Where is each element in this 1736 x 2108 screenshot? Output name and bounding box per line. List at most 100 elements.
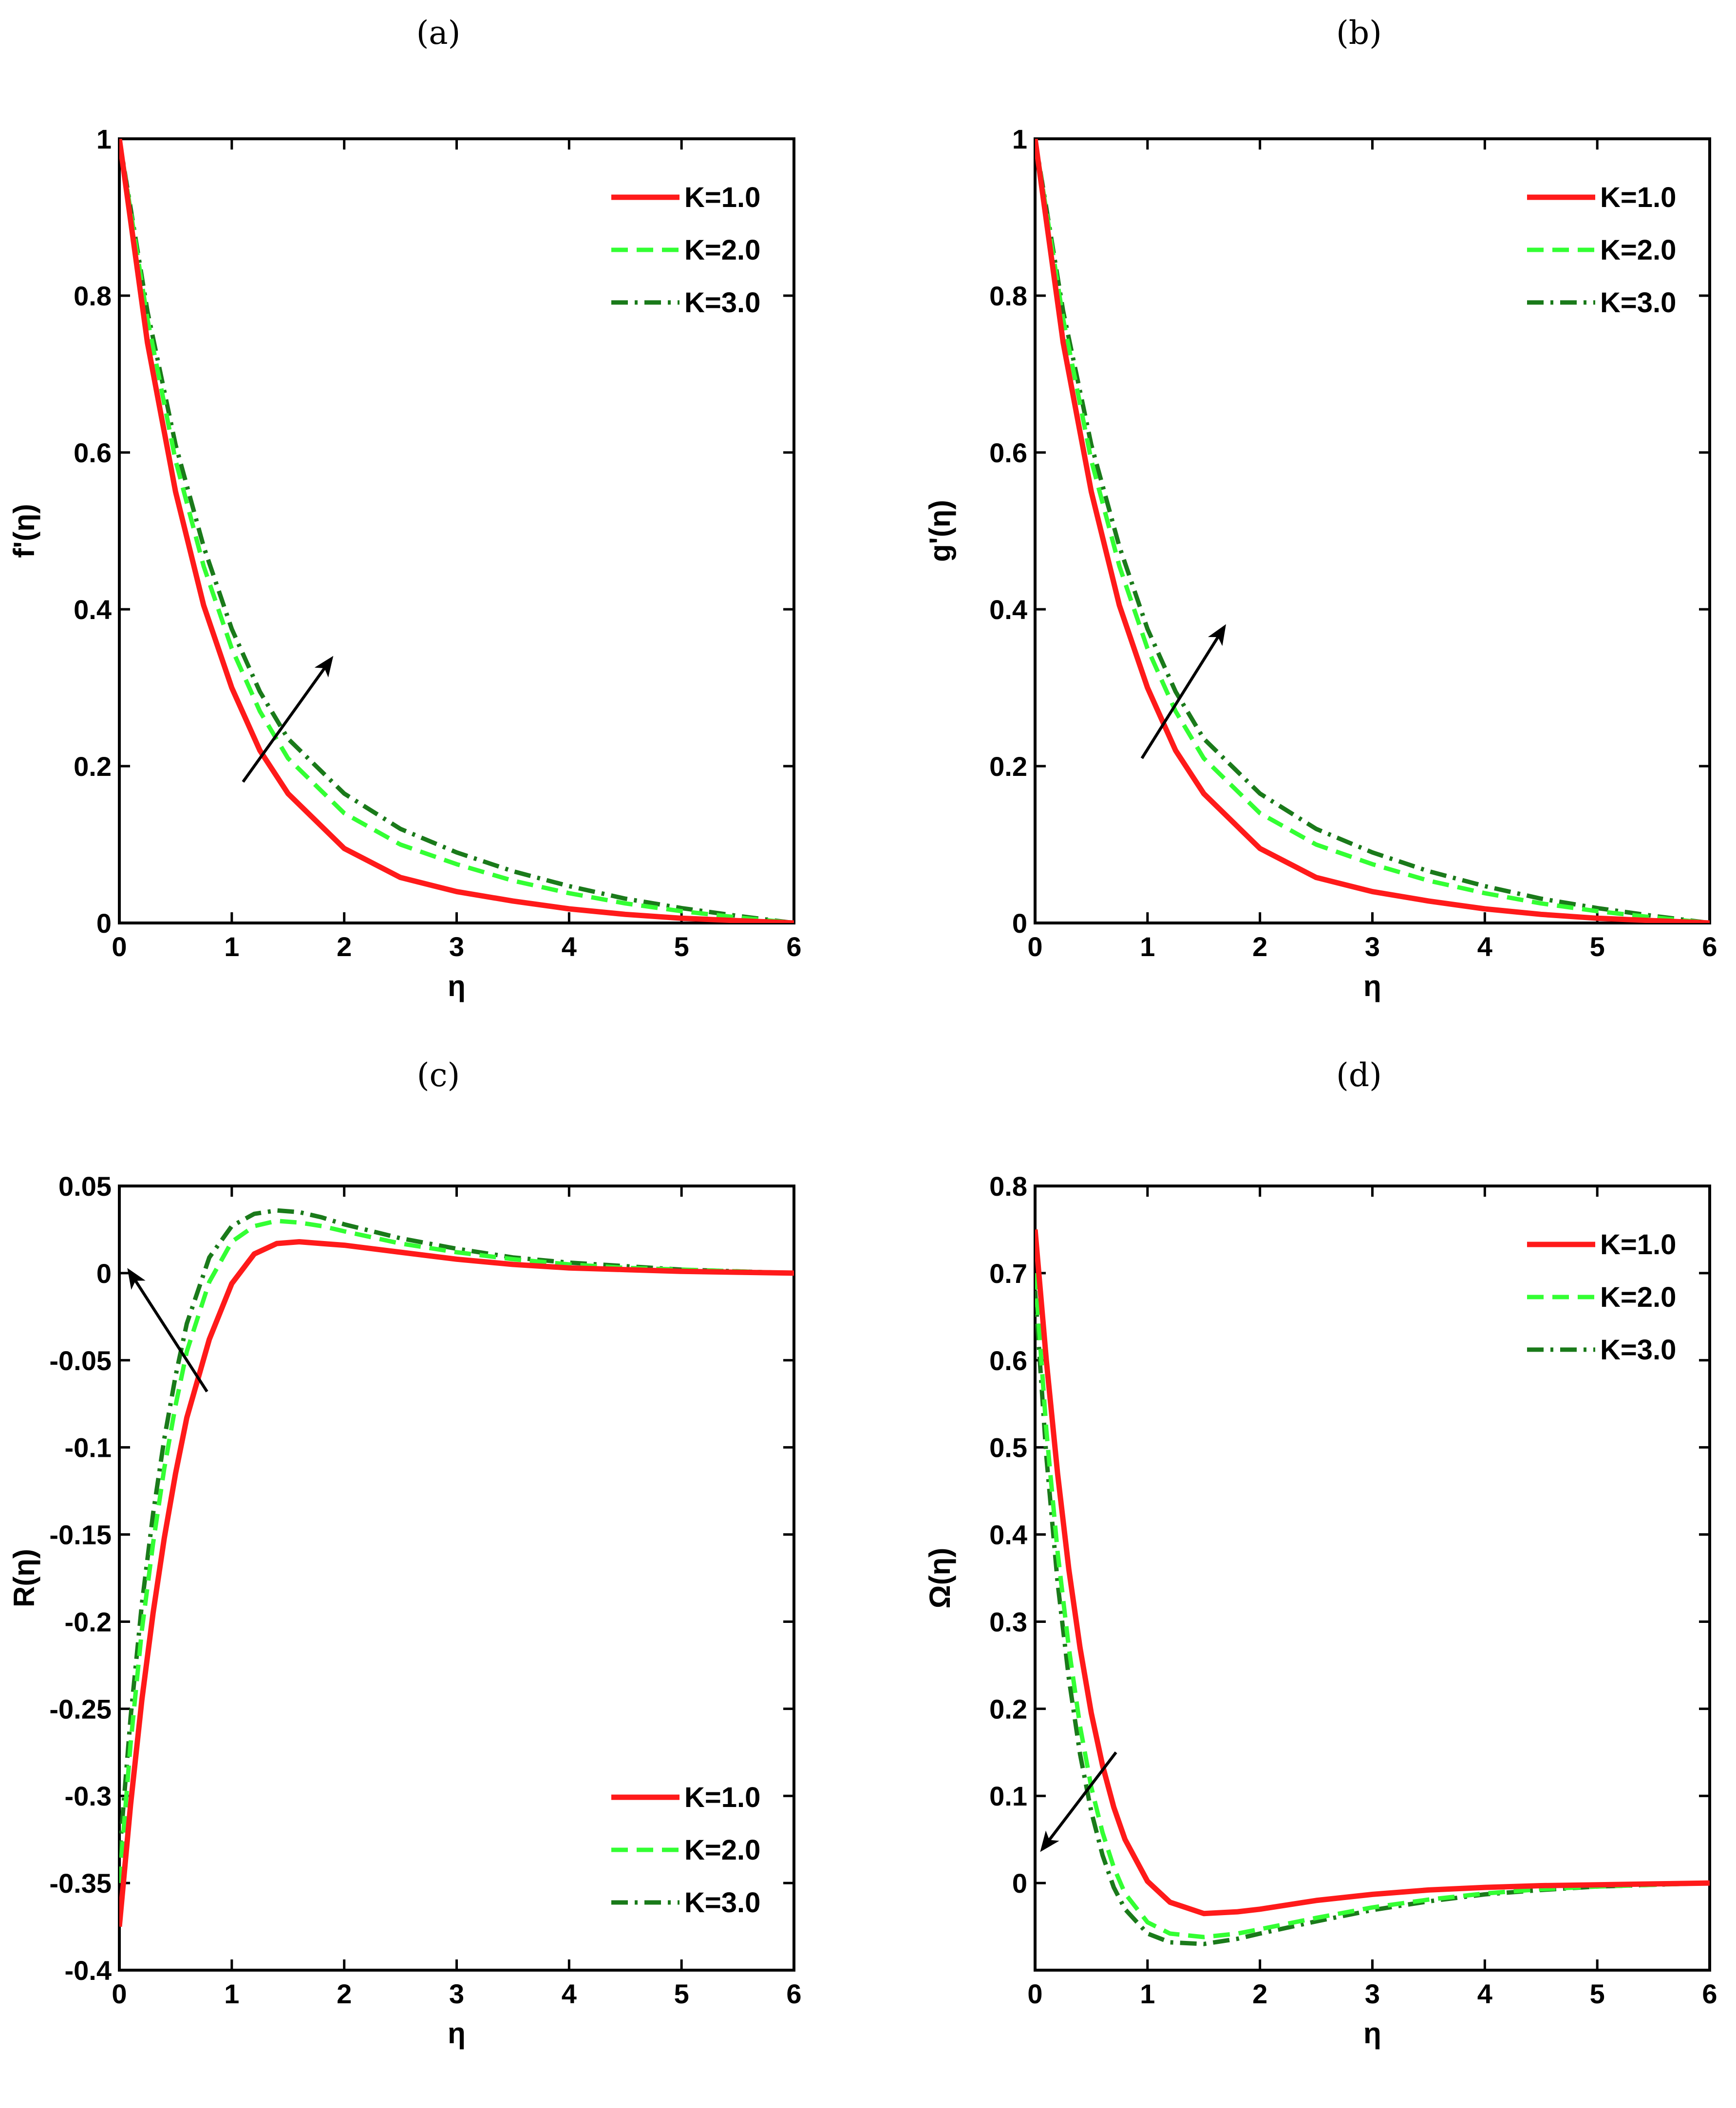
y-tick-label: 0.5 (989, 1432, 1027, 1463)
legend-label: K=2.0 (684, 1834, 760, 1866)
y-tick-label: -0.05 (49, 1345, 112, 1376)
trend-arrow (1140, 624, 1227, 759)
x-tick-label: 3 (449, 931, 464, 962)
series-line-K-3-0 (1035, 1290, 1710, 1946)
y-tick-label: 0.8 (989, 1171, 1027, 1202)
series-group (1035, 139, 1710, 923)
y-tick-label: -0.35 (49, 1868, 112, 1899)
y-tick-label: 0.2 (989, 751, 1027, 782)
y-tick-label: 0.4 (989, 594, 1027, 625)
series-line-K-3-0 (119, 139, 794, 923)
legend-label: K=2.0 (1600, 1281, 1676, 1313)
x-tick-label: 3 (449, 1978, 464, 2009)
x-tick-label: 4 (1477, 1978, 1492, 2009)
y-tick-label: 0.2 (74, 751, 112, 782)
y-tick-label: 0.4 (74, 594, 112, 625)
y-tick-label: 1 (1012, 124, 1027, 154)
y-tick-label: 1 (96, 124, 112, 154)
series-line-K-1-0 (1035, 139, 1710, 923)
x-tick-label: 6 (1702, 1978, 1717, 2009)
legend-label: K=3.0 (1600, 287, 1676, 319)
panel-d-title: (d) (1336, 1056, 1382, 1094)
legend-label: K=1.0 (1600, 182, 1676, 213)
legend-label: K=2.0 (1600, 234, 1676, 266)
y-tick-label: -0.15 (49, 1520, 112, 1550)
x-tick-label: 0 (112, 1978, 127, 2009)
x-tick-label: 4 (1477, 931, 1492, 962)
trend-arrow (242, 656, 334, 783)
x-tick-label: 6 (786, 931, 801, 962)
panel-b-title: (b) (1336, 14, 1382, 52)
series-line-K-2-0 (1035, 1273, 1710, 1939)
y-tick-label: 0 (1012, 908, 1027, 939)
x-tick-label: 5 (674, 1978, 689, 2009)
series-group (119, 1208, 794, 1927)
series-line-K-2-0 (1035, 139, 1710, 923)
x-tick-label: 4 (562, 1978, 577, 2009)
legend-label: K=1.0 (684, 1782, 760, 1813)
legend-label: K=3.0 (1600, 1334, 1676, 1366)
series-line-K-3-0 (119, 1208, 794, 1857)
x-tick-label: 0 (112, 931, 127, 962)
x-axis-label: η (448, 970, 466, 1002)
x-tick-label: 1 (224, 1978, 239, 2009)
y-tick-label: 0 (96, 908, 112, 939)
y-tick-label: -0.2 (65, 1606, 112, 1637)
x-tick-label: 1 (224, 931, 239, 962)
y-tick-label: 0 (96, 1258, 112, 1289)
y-tick-label: 0.4 (989, 1520, 1027, 1550)
y-tick-label: 0 (1012, 1868, 1027, 1899)
y-tick-label: 0.8 (989, 281, 1027, 311)
legend-label: K=1.0 (684, 182, 760, 213)
panel-a-title: (a) (416, 14, 461, 52)
x-tick-label: 0 (1027, 931, 1042, 962)
x-tick-label: 5 (674, 931, 689, 962)
y-tick-label: 0.8 (74, 281, 112, 311)
legend-label: K=1.0 (1600, 1229, 1676, 1261)
y-axis-label: g'(η) (924, 500, 956, 562)
y-axis-label: Ω(η) (924, 1548, 956, 1609)
y-tick-label: 0.05 (58, 1171, 112, 1202)
plot-d: 0 1 2 3 4 5 6 0 0.1 0.2 0.3 0.4 0.5 0.6 0.7 0.8 η Ω(η) K=1… (924, 1171, 1717, 2050)
plot-c: 0 1 2 3 4 5 6 -0.4 -0.35 -0.3 -0.25 -0.2 -0.15 -0.1 -0… (8, 1171, 802, 2050)
x-axis-label: η (448, 2017, 466, 2050)
trend-arrow (127, 1268, 208, 1393)
plot-a: 0 1 2 3 4 5 6 0 0.2 0.4 0.6 0.8 1 η f'(η) K=1.0 K=2.0 K=3… (8, 124, 802, 1002)
x-axis-label: η (1363, 970, 1381, 1002)
series-line-K-2-0 (119, 139, 794, 923)
plot-b: 0 1 2 3 4 5 6 0 0.2 0.4 0.6 0.8 1 η g'(η) K=1.0 K=2.0 K=3… (924, 124, 1717, 1002)
x-tick-label: 1 (1140, 1978, 1155, 2009)
series-group (119, 139, 794, 923)
legend-label: K=2.0 (684, 234, 760, 266)
y-tick-label: -0.25 (49, 1694, 112, 1724)
x-axis-label: η (1363, 2017, 1381, 2050)
y-tick-label: 0.2 (989, 1694, 1027, 1724)
y-tick-label: 0.7 (989, 1258, 1027, 1289)
series-line-K-1-0 (1035, 1229, 1710, 1917)
y-tick-label: -0.3 (65, 1781, 112, 1811)
x-tick-label: 2 (337, 1978, 352, 2009)
x-tick-label: 5 (1590, 1978, 1605, 2009)
x-tick-label: 4 (562, 931, 577, 962)
y-tick-label: 0.6 (989, 437, 1027, 468)
panel-c-title: (c) (417, 1056, 460, 1094)
x-tick-label: 5 (1590, 931, 1605, 962)
series-group (1035, 1229, 1710, 1946)
y-tick-label: 0.3 (989, 1606, 1027, 1637)
y-axis-label: R(η) (8, 1549, 40, 1607)
y-tick-label: 0.6 (989, 1345, 1027, 1376)
x-tick-label: 0 (1027, 1978, 1042, 2009)
y-tick-label: 0.1 (989, 1781, 1027, 1811)
x-tick-label: 1 (1140, 931, 1155, 962)
x-tick-label: 3 (1365, 931, 1380, 962)
y-tick-label: 0.6 (74, 437, 112, 468)
series-line-K-2-0 (119, 1219, 794, 1883)
y-tick-label: -0.4 (65, 1955, 112, 1986)
x-tick-label: 6 (1702, 931, 1717, 962)
x-tick-label: 6 (786, 1978, 801, 2009)
series-line-K-1-0 (119, 139, 794, 923)
trend-arrow (1040, 1751, 1117, 1852)
legend-label: K=3.0 (684, 1887, 760, 1919)
series-line-K-3-0 (1035, 139, 1710, 923)
